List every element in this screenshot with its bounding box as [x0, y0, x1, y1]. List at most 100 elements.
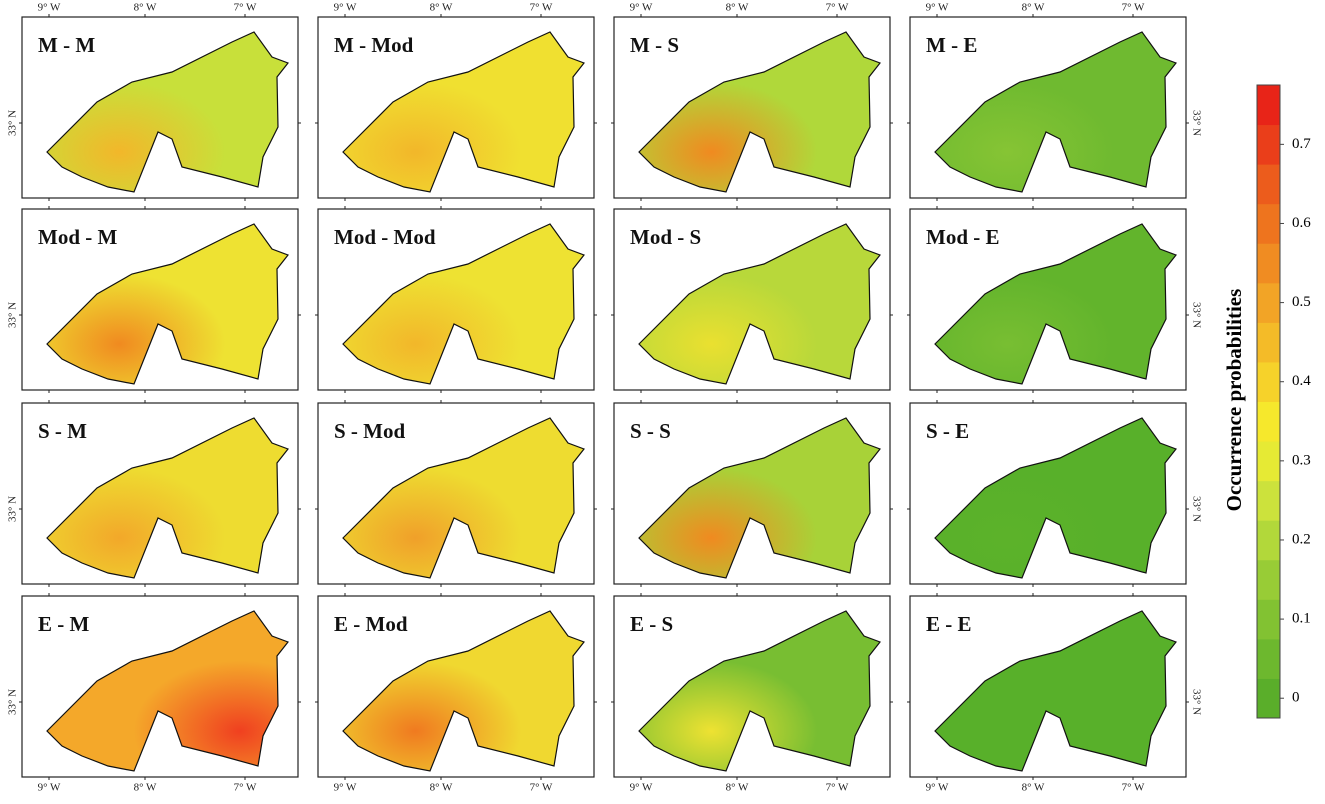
panel-label: M - Mod	[334, 33, 414, 57]
panel-label: M - E	[926, 33, 977, 57]
lon-label: 9° W	[334, 2, 357, 14]
map-panel: S - Mod	[315, 400, 597, 587]
lon-label: 7° W	[826, 2, 849, 14]
lon-label: 7° W	[234, 2, 257, 14]
colorbar-tick-label: 0.1	[1292, 611, 1311, 627]
colorbar-band	[1257, 282, 1280, 323]
map-panel: Mod - E 33° N	[907, 206, 1202, 393]
colorbar-band	[1257, 678, 1280, 719]
lon-label: 9° W	[334, 782, 357, 794]
colorbar-band	[1257, 361, 1280, 402]
lon-label: 7° W	[1122, 782, 1145, 794]
panel-label: E - E	[926, 612, 972, 636]
region-shape	[934, 31, 1177, 193]
lat-label: 33° N	[7, 496, 19, 522]
lat-label: 33° N	[1190, 496, 1202, 522]
map-panel: Mod - Mod	[315, 206, 597, 393]
lon-label: 9° W	[926, 782, 949, 794]
lon-label: 7° W	[530, 782, 553, 794]
map-panel: E - S 9° W 8° W 7° W	[611, 593, 893, 794]
lon-label: 8° W	[1022, 2, 1045, 14]
panel-label: M - S	[630, 33, 679, 57]
lon-label: 9° W	[630, 782, 653, 794]
lat-label: 33° N	[7, 110, 19, 136]
colorbar-band	[1257, 480, 1280, 521]
lon-label: 7° W	[826, 782, 849, 794]
lon-label: 8° W	[726, 2, 749, 14]
region-shape	[638, 31, 881, 193]
lon-label: 8° W	[430, 2, 453, 14]
map-panel: Mod - M 33° N	[7, 206, 301, 393]
region-shape	[46, 417, 289, 579]
panel-label: E - Mod	[334, 612, 408, 636]
region-shape	[342, 31, 585, 193]
panel-label: E - M	[38, 612, 90, 636]
colorbar-tick-label: 0.7	[1292, 136, 1311, 152]
lat-label: 33° N	[7, 689, 19, 715]
map-panel: E - E 9° W 8° W 7° W 33° N	[907, 593, 1202, 794]
colorbar-tick-label: 0.4	[1292, 373, 1311, 389]
colorbar-band	[1257, 401, 1280, 442]
colorbar-band	[1257, 164, 1280, 205]
colorbar-frame	[1256, 84, 1281, 719]
lon-label: 7° W	[234, 782, 257, 794]
colorbar-band	[1257, 203, 1280, 244]
panel-label: S - E	[926, 419, 969, 443]
panel-label: Mod - M	[38, 225, 117, 249]
colorbar-band	[1257, 441, 1280, 482]
colorbar-tick-label: 0.2	[1292, 531, 1311, 547]
region-shape	[638, 417, 881, 579]
colorbar-band	[1257, 638, 1280, 679]
lon-label: 8° W	[726, 782, 749, 794]
lat-label: 33° N	[1190, 302, 1202, 328]
region-shape	[342, 610, 585, 772]
colorbar-tick-label: 0	[1292, 690, 1300, 706]
region-shape	[342, 417, 585, 579]
colorbar-band	[1257, 85, 1280, 126]
region-shape	[638, 223, 881, 385]
lon-label: 8° W	[134, 2, 157, 14]
region-shape	[46, 223, 289, 385]
map-panel: E - M 9° W 8° W 7° W 33° N	[7, 593, 301, 794]
region-shape	[934, 223, 1177, 385]
panel-label: E - S	[630, 612, 673, 636]
map-panel: M - M 9° W 8° W 7° W 33° N	[7, 2, 301, 201]
lon-label: 9° W	[926, 2, 949, 14]
panel-label: Mod - Mod	[334, 225, 436, 249]
panel-label: S - Mod	[334, 419, 405, 443]
lon-label: 9° W	[38, 2, 61, 14]
colorbar-band	[1257, 322, 1280, 363]
panel-label: M - M	[38, 33, 95, 57]
panel-label: S - M	[38, 419, 87, 443]
region-shape	[638, 610, 881, 772]
colorbar-band	[1257, 124, 1280, 165]
lon-label: 7° W	[530, 2, 553, 14]
panel-label: Mod - S	[630, 225, 701, 249]
lon-label: 9° W	[38, 782, 61, 794]
panel-label: S - S	[630, 419, 671, 443]
lon-label: 8° W	[430, 782, 453, 794]
colorbar-tick-label: 0.3	[1292, 452, 1311, 468]
region-shape	[46, 31, 289, 193]
map-panel: S - M 33° N	[7, 400, 301, 587]
colorbar-title: Occurrence probabilities	[1222, 289, 1246, 512]
colorbar-band	[1257, 520, 1280, 561]
colorbar-tick-label: 0.6	[1292, 215, 1311, 231]
panel-label: Mod - E	[926, 225, 1000, 249]
region-shape	[46, 610, 289, 772]
lon-label: 7° W	[1122, 2, 1145, 14]
map-panel: S - S	[611, 400, 893, 587]
lat-label: 33° N	[7, 302, 19, 328]
map-panel: M - S 9° W 8° W 7° W	[611, 2, 893, 201]
lat-label: 33° N	[1190, 689, 1202, 715]
map-panel: S - E 33° N	[907, 400, 1202, 587]
colorbar-band	[1257, 599, 1280, 640]
colorbar-tick-label: 0.5	[1292, 294, 1311, 310]
lon-label: 8° W	[1022, 782, 1045, 794]
lon-label: 9° W	[630, 2, 653, 14]
lat-label: 33° N	[1190, 110, 1202, 136]
map-panel: M - E 9° W 8° W 7° W 33° N	[907, 2, 1202, 201]
colorbar-band	[1257, 243, 1280, 284]
map-panel: M - Mod 9° W 8° W 7° W	[315, 2, 597, 201]
